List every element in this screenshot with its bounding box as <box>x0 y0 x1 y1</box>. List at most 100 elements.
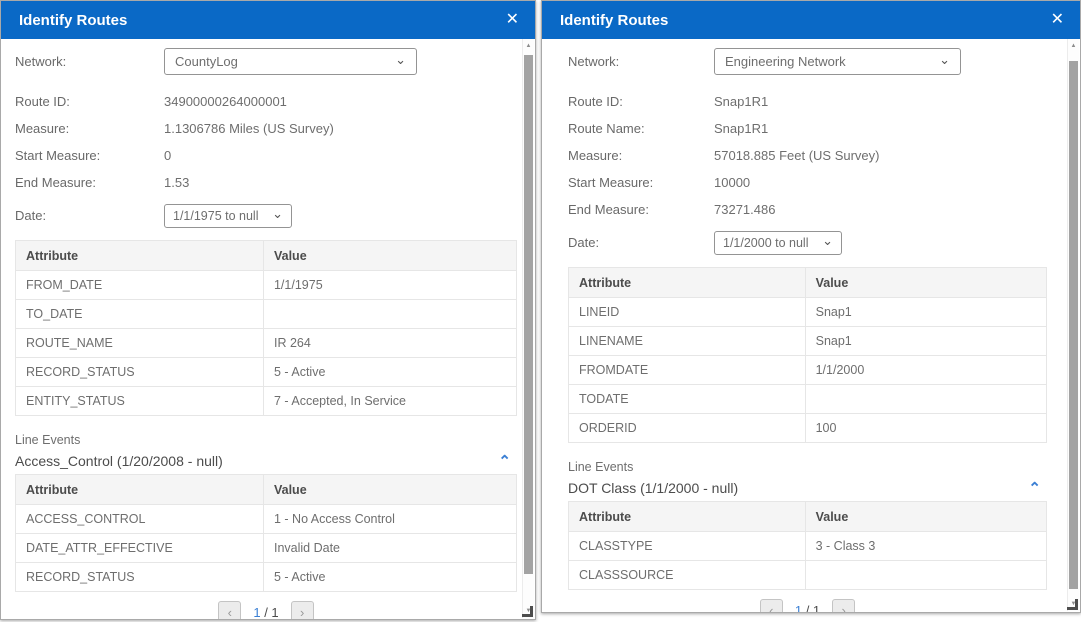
next-page-button[interactable]: › <box>832 599 856 612</box>
network-select[interactable]: Engineering Network ⌄ <box>714 48 961 75</box>
date-selected-value: 1/1/2000 to null <box>723 235 809 250</box>
resize-handle[interactable] <box>1067 599 1078 610</box>
field-value: 0 <box>164 148 172 163</box>
date-label: Date: <box>568 235 600 250</box>
field-label: Route ID: <box>568 94 623 109</box>
table-row: TO_DATE <box>15 299 518 329</box>
table-row: ROUTE_NAME IR 264 <box>15 328 518 358</box>
field-value: 57018.885 Feet (US Survey) <box>714 148 880 163</box>
window-header: Identify Routes ✕ <box>1 1 535 39</box>
field-label: End Measure: <box>15 175 96 190</box>
chevron-right-icon: › <box>299 605 305 619</box>
window-title: Identify Routes <box>19 11 128 29</box>
table-row: FROM_DATE 1/1/1975 <box>15 270 518 300</box>
date-row: Date: 1/1/2000 to null ⌄ <box>568 229 1047 256</box>
network-label: Network: <box>15 54 67 69</box>
panel-body: Network: CountyLog ⌄ Route ID: 349000002… <box>1 39 522 619</box>
scroll-down-icon[interactable]: ▼ <box>525 608 532 614</box>
field-row: End Measure: 1.53 <box>15 169 517 196</box>
date-selected-value: 1/1/1975 to null <box>173 208 259 223</box>
close-icon[interactable]: ✕ <box>1050 11 1064 28</box>
table-row: RECORD_STATUS 5 - Active <box>15 562 518 592</box>
scrollbar-thumb[interactable] <box>524 55 533 574</box>
route-attributes-table: Attribute Value FROM_DATE 1/1/1975 TO_DAT… <box>15 240 518 416</box>
field-row: Start Measure: 10000 <box>568 169 1047 196</box>
pagination: ‹ 1 / 1 › <box>568 599 1047 612</box>
table-row: TODATE <box>568 384 1048 414</box>
chevron-up-icon[interactable]: ⌃ <box>498 452 511 470</box>
page-total: / 1 <box>264 605 279 619</box>
field-row: End Measure: 73271.486 <box>568 196 1047 223</box>
table-row: LINEID Snap1 <box>568 297 1048 327</box>
date-select[interactable]: 1/1/2000 to null ⌄ <box>714 230 842 255</box>
field-value: Snap1R1 <box>714 121 769 136</box>
page-indicator: 1 / 1 <box>253 605 278 619</box>
field-row: Start Measure: 0 <box>15 142 517 169</box>
table-row: ORDERID 100 <box>568 413 1048 443</box>
network-selected-value: CountyLog <box>175 54 238 69</box>
chevron-right-icon: › <box>841 603 846 612</box>
window-header: Identify Routes ✕ <box>542 1 1080 39</box>
table-header-row: Attribute Value <box>568 267 1048 298</box>
route-attributes-table: Attribute Value LINEID Snap1 LINENAME Snap… <box>568 267 1048 443</box>
field-row: Route Name: Snap1R1 <box>568 115 1047 142</box>
table-row: CLASSTYPE 3 - Class 3 <box>568 531 1048 561</box>
vertical-scrollbar[interactable]: ▲ ▼ <box>1067 39 1079 611</box>
page-total: / 1 <box>805 603 821 612</box>
chevron-left-icon: ‹ <box>769 603 774 612</box>
field-group: Route ID: 34900000264000001 Measure: 1.1… <box>15 88 517 196</box>
field-value: 34900000264000001 <box>164 94 287 109</box>
line-events-label: Line Events <box>568 460 634 474</box>
previous-page-button[interactable]: ‹ <box>218 601 242 619</box>
table-header-row: Attribute Value <box>15 240 518 271</box>
table-header-row: Attribute Value <box>568 501 1048 532</box>
pagination: ‹ 1 / 1 › <box>15 601 517 619</box>
scroll-up-icon[interactable]: ▲ <box>525 43 532 49</box>
date-row: Date: 1/1/1975 to null ⌄ <box>15 202 517 229</box>
table-row: FROMDATE 1/1/2000 <box>568 355 1048 385</box>
column-header: Value <box>262 240 518 271</box>
field-label: Measure: <box>15 121 70 136</box>
field-label: Start Measure: <box>15 148 101 163</box>
line-event-title: DOT Class (1/1/2000 - null) <box>568 480 739 496</box>
table-row: ACCESS_CONTROL 1 - No Access Control <box>15 504 518 534</box>
table-row: LINENAME Snap1 <box>568 326 1048 356</box>
column-header: Attribute <box>568 501 806 532</box>
scroll-up-icon[interactable]: ▲ <box>1070 43 1077 49</box>
scrollbar-thumb[interactable] <box>1069 61 1078 589</box>
network-select[interactable]: CountyLog ⌄ <box>164 48 417 75</box>
resize-handle[interactable] <box>522 606 533 617</box>
field-row: Route ID: Snap1R1 <box>568 88 1047 115</box>
field-label: End Measure: <box>568 202 649 217</box>
field-label: Start Measure: <box>568 175 654 190</box>
column-header: Attribute <box>15 474 264 505</box>
close-icon[interactable]: ✕ <box>505 11 519 28</box>
table-row: ENTITY_STATUS 7 - Accepted, In Service <box>15 386 518 416</box>
identify-routes-window: Identify Routes ✕ Network: CountyLog ⌄ R… <box>0 0 536 620</box>
field-label: Route Name: <box>568 121 645 136</box>
previous-page-button[interactable]: ‹ <box>759 599 783 612</box>
window-title: Identify Routes <box>560 11 669 29</box>
current-page: 1 <box>253 605 261 619</box>
network-selected-value: Engineering Network <box>725 54 846 69</box>
chevron-up-icon[interactable]: ⌃ <box>1028 479 1041 497</box>
panel-body: Network: Engineering Network ⌄ Route ID:… <box>542 39 1067 612</box>
line-event-table: Attribute Value ACCESS_CONTROL 1 - No Acc… <box>15 474 518 592</box>
scroll-down-icon[interactable]: ▼ <box>1070 601 1077 607</box>
line-event-section-header[interactable]: Access_Control (1/20/2008 - null) ⌃ <box>15 453 517 469</box>
line-events-label: Line Events <box>15 433 81 447</box>
field-value: 10000 <box>714 175 751 190</box>
network-label: Network: <box>568 54 620 69</box>
line-event-section-header[interactable]: DOT Class (1/1/2000 - null) ⌃ <box>568 480 1047 496</box>
field-row: Measure: 57018.885 Feet (US Survey) <box>568 142 1047 169</box>
vertical-scrollbar[interactable]: ▲ ▼ <box>522 39 534 618</box>
line-event-title: Access_Control (1/20/2008 - null) <box>15 453 223 469</box>
field-group: Route ID: Snap1R1 Route Name: Snap1R1 Me… <box>568 88 1047 223</box>
line-event-table: Attribute Value CLASSTYPE 3 - Class 3 CLA… <box>568 501 1048 590</box>
network-row: Network: CountyLog ⌄ <box>15 48 517 75</box>
next-page-button[interactable]: › <box>290 601 314 619</box>
date-select[interactable]: 1/1/1975 to null ⌄ <box>164 203 292 228</box>
current-page: 1 <box>794 603 803 612</box>
column-header: Attribute <box>15 240 264 271</box>
page-indicator: 1 / 1 <box>795 603 820 612</box>
